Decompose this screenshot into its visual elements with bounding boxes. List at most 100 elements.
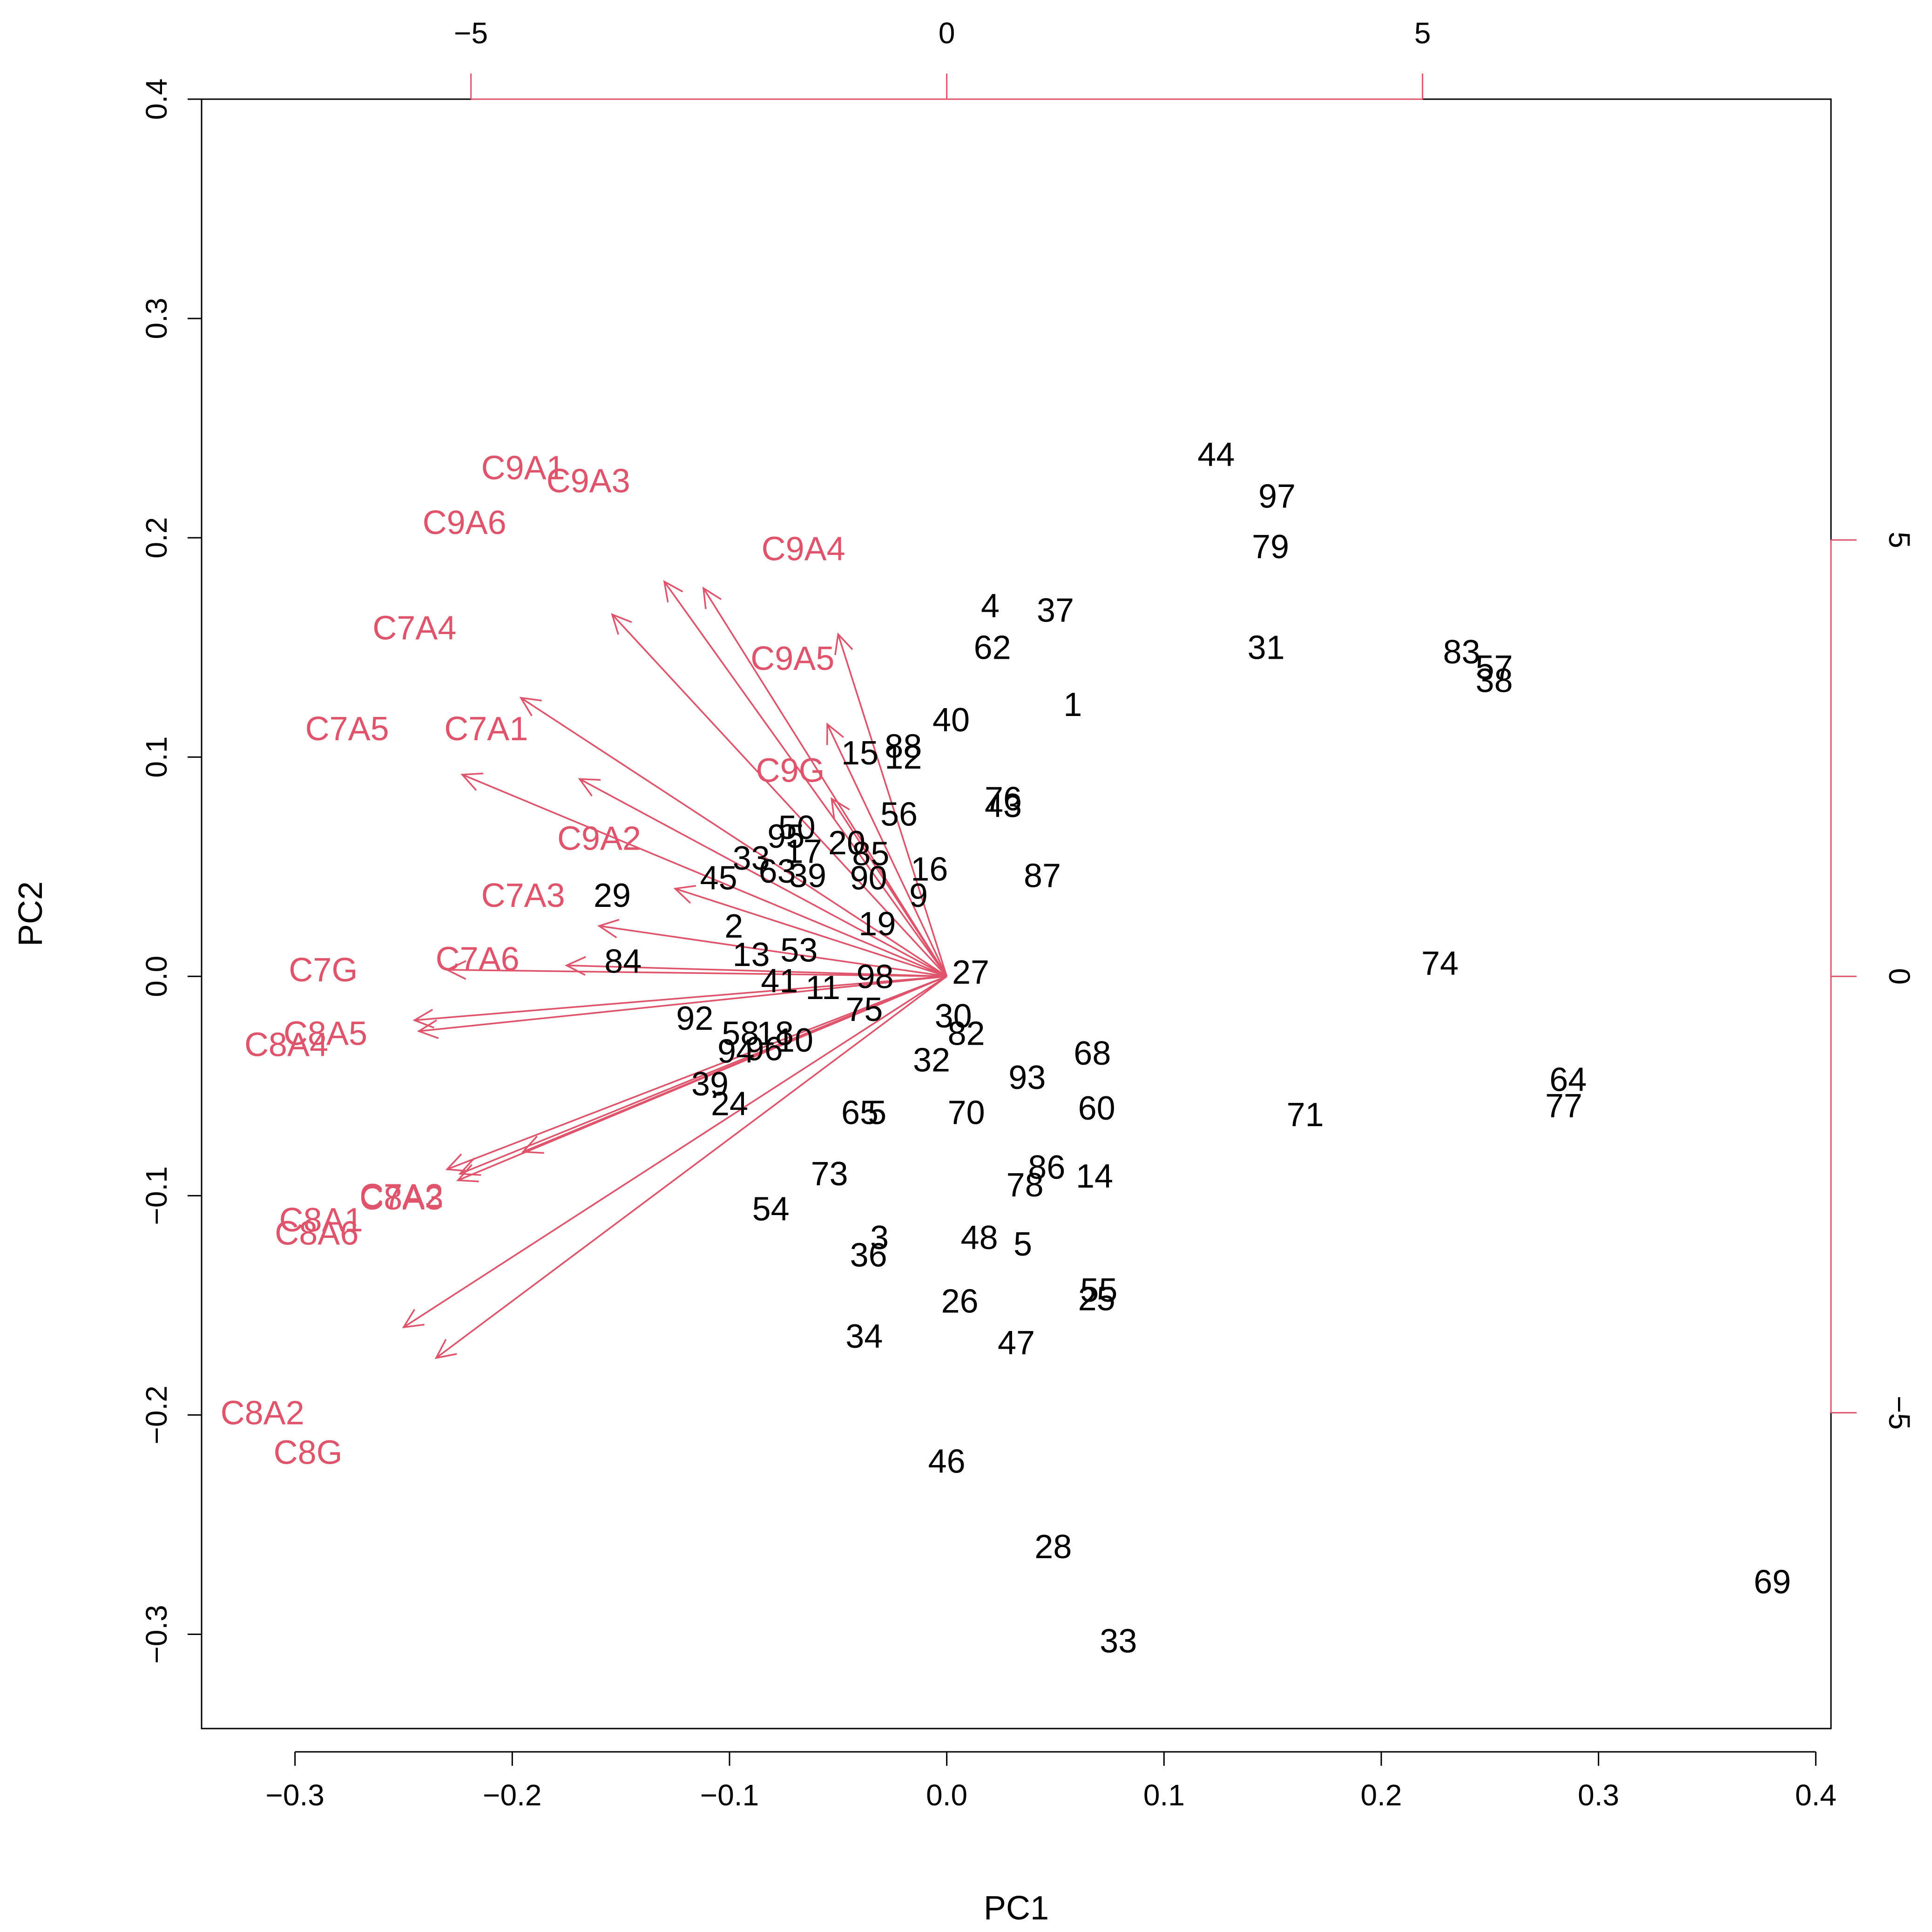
loading-arrow [826, 722, 948, 977]
arrow-head [519, 696, 542, 716]
arrow-head [831, 797, 850, 820]
variable-label: C9A1 [481, 449, 565, 486]
observation-label: 83 [1443, 634, 1480, 671]
observation-label: 12 [885, 739, 922, 776]
arrow-shaft [599, 925, 947, 977]
observation-label: 57 [1476, 649, 1513, 686]
arrow-shaft [457, 975, 947, 1181]
arrow-head [460, 772, 484, 791]
arrow-shaft [414, 975, 947, 1021]
observation-label: 14 [1076, 1158, 1113, 1195]
arrow-shaft [462, 774, 947, 977]
observation-label: 44 [1197, 436, 1235, 473]
variable-label: C7A1 [444, 710, 528, 748]
y-tick-label: −0.1 [140, 1166, 173, 1225]
observation-label: 78 [1007, 1167, 1044, 1204]
y-axis-right: −5 0 5 [1830, 532, 1916, 1430]
loading-arrow [445, 975, 947, 1172]
observation-label: 39 [691, 1066, 729, 1103]
observation-label: 54 [752, 1191, 790, 1228]
arrow-head [611, 613, 632, 635]
observation-label: 63 [759, 853, 796, 890]
observation-label: 27 [952, 954, 989, 991]
loading-arrow [663, 580, 948, 977]
x-tick-label: 0.4 [1795, 1778, 1837, 1812]
arrow-head [521, 1135, 544, 1154]
x-tick-label: 0.2 [1361, 1778, 1402, 1812]
loading-arrow [460, 772, 947, 977]
arrow-shaft [520, 697, 947, 977]
arrow-shaft [826, 723, 948, 977]
observation-label: 15 [841, 735, 878, 772]
observation-label: 10 [776, 1022, 813, 1059]
variable-label: C9A4 [762, 531, 845, 568]
observation-label: 88 [885, 728, 922, 765]
loading-arrow [702, 587, 948, 977]
observation-label: 18 [757, 1015, 794, 1053]
observation-label: 93 [1008, 1059, 1046, 1096]
observation-label: 5 [868, 1094, 886, 1131]
observation-label: 16 [911, 851, 948, 888]
observation-label: 47 [998, 1324, 1035, 1362]
arrow-head [663, 580, 683, 602]
x-axis-title: PC1 [984, 1890, 1049, 1927]
observation-label: 77 [1545, 1088, 1582, 1125]
observation-label: 45 [700, 859, 737, 897]
observation-label: 2 [724, 908, 743, 945]
observation-label: 25 [1078, 1281, 1115, 1318]
x-tick-label: −0.3 [265, 1778, 324, 1812]
observation-label: 86 [1028, 1149, 1065, 1186]
x-tick-label: −0.2 [483, 1778, 541, 1812]
y-tick-label: −0.3 [140, 1605, 173, 1663]
observation-label: 60 [1078, 1090, 1115, 1127]
variable-label: C9G [756, 752, 825, 789]
variable-label: C7G [289, 952, 358, 989]
variable-label: C7A4 [372, 609, 456, 647]
observation-label: 32 [913, 1041, 950, 1079]
variable-label: C9A2 [557, 820, 641, 857]
observation-label: 24 [711, 1085, 748, 1122]
observation-label: 28 [1034, 1528, 1072, 1566]
arrow-shaft [837, 634, 948, 977]
loading-arrow [834, 632, 948, 977]
observation-label: 94 [717, 1033, 755, 1070]
y-tick-label: 0.4 [140, 79, 173, 120]
observation-label: 33 [733, 840, 770, 877]
loading-arrow [611, 613, 947, 977]
observation-label: 62 [974, 629, 1011, 667]
right-tick-label: −5 [1883, 1396, 1916, 1430]
observation-label: 70 [948, 1094, 985, 1131]
observation-label: 56 [880, 796, 918, 833]
top-tick-label: 0 [939, 16, 955, 50]
arrow-head [702, 587, 722, 609]
observation-label: 76 [985, 781, 1022, 818]
arrow-head [445, 960, 466, 980]
arrow-shaft [579, 778, 947, 977]
y-tick-label: 0.2 [140, 517, 173, 559]
observation-label: 84 [604, 943, 642, 980]
observation-label: 65 [841, 1094, 878, 1131]
x-tick-label: −0.1 [700, 1778, 759, 1812]
observation-label: 71 [1287, 1096, 1324, 1134]
loading-arrow [417, 975, 947, 1039]
arrow-shaft [611, 614, 947, 977]
observation-label: 19 [858, 905, 896, 943]
observation-label: 36 [850, 1237, 887, 1274]
arrow-head [564, 956, 586, 976]
loading-arrow [673, 885, 947, 977]
arrow-head [417, 1019, 439, 1039]
observation-label: 48 [961, 1219, 998, 1256]
observation-label: 55 [1080, 1272, 1117, 1309]
variable-label: C8A5 [284, 1015, 367, 1053]
observation-label: 69 [1754, 1563, 1791, 1601]
observation-label: 17 [785, 833, 822, 871]
arrow-head [597, 919, 620, 939]
observation-label: 74 [1421, 945, 1459, 982]
y-tick-label: 0.0 [140, 956, 173, 997]
x-tick-label: 0.3 [1578, 1778, 1619, 1812]
observation-label: 37 [1037, 592, 1074, 629]
top-tick-label: 5 [1414, 16, 1431, 50]
